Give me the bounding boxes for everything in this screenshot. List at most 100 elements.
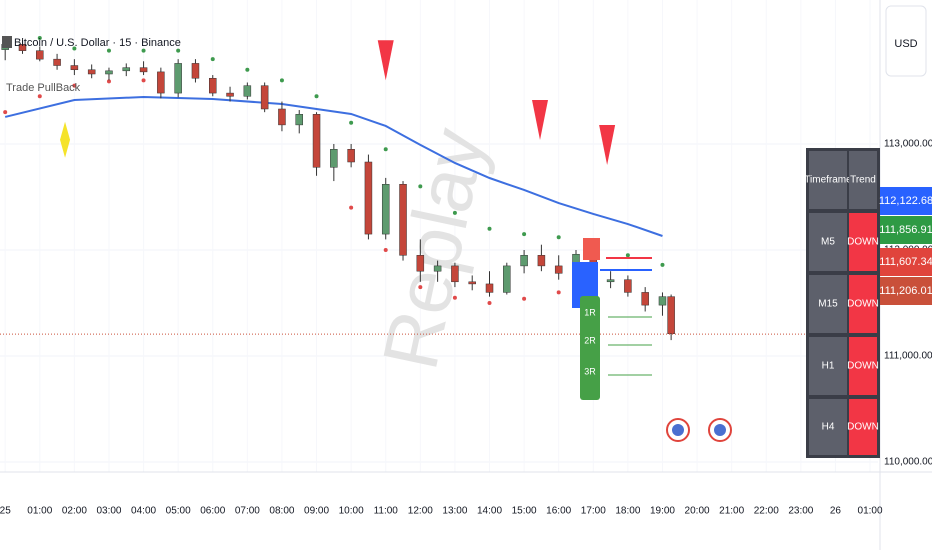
candle-body bbox=[87, 69, 96, 75]
candle-body bbox=[381, 184, 390, 235]
table-cell-text: DOWN bbox=[847, 361, 879, 372]
candle-body bbox=[122, 67, 131, 72]
candle-body bbox=[347, 149, 355, 163]
event-icon[interactable] bbox=[708, 418, 732, 442]
x-tick-label: 18:00 bbox=[615, 506, 640, 517]
table-header: Timeframe bbox=[804, 175, 852, 186]
candle-body bbox=[278, 108, 286, 126]
table-cell bbox=[849, 213, 877, 271]
psar-dot bbox=[522, 296, 527, 301]
price-tag-label: 111,607.34 bbox=[879, 256, 932, 268]
x-tick-label: 11:00 bbox=[374, 506, 399, 517]
psar-dot bbox=[660, 262, 665, 267]
x-tick-label: 22:00 bbox=[754, 506, 779, 517]
psar-dot bbox=[3, 110, 8, 115]
price-tag bbox=[880, 277, 932, 305]
x-tick-label: 01:00 bbox=[27, 506, 52, 517]
x-tick-label: 06:00 bbox=[200, 506, 225, 517]
currency: USD bbox=[894, 38, 917, 50]
table-cell-text: H4 bbox=[822, 422, 835, 433]
event-icon[interactable] bbox=[666, 418, 690, 442]
sell-signal bbox=[377, 40, 394, 81]
psar-dot bbox=[210, 57, 215, 62]
x-tick-label: 01:00 bbox=[858, 506, 883, 517]
table-header-cell bbox=[809, 151, 847, 209]
x-tick-label: 10:00 bbox=[339, 506, 364, 517]
y-tick-label: 113,000.00 bbox=[884, 139, 932, 150]
x-tick-label: 21:00 bbox=[719, 506, 744, 517]
psar-dot bbox=[349, 205, 354, 210]
psar-dot bbox=[487, 226, 492, 231]
table-cell-text: DOWN bbox=[847, 422, 879, 433]
psar-dot bbox=[556, 290, 561, 295]
table-cell-text: M15 bbox=[818, 299, 838, 310]
x-tick-label: 16:00 bbox=[546, 506, 571, 517]
y-tick-label: 111,000.00 bbox=[884, 351, 932, 362]
currency-box[interactable] bbox=[885, 5, 927, 77]
table-cell bbox=[809, 399, 847, 455]
candle-body bbox=[18, 44, 27, 51]
candle-body bbox=[433, 265, 442, 272]
price-tag bbox=[880, 248, 932, 276]
psar-dot bbox=[383, 247, 388, 252]
candle-body bbox=[53, 58, 61, 66]
x-tick-label: 12:00 bbox=[408, 506, 433, 517]
psar-dot bbox=[176, 48, 181, 53]
sell-signal bbox=[599, 125, 616, 166]
psar-dot bbox=[556, 235, 561, 240]
price-tag-label: 112,122.68 bbox=[879, 195, 932, 207]
rr-label: 2R bbox=[584, 335, 596, 345]
candle-body bbox=[260, 85, 269, 110]
psar-dot bbox=[452, 210, 457, 215]
table-cell-text: M5 bbox=[821, 237, 835, 248]
rr-label: 3R bbox=[584, 366, 596, 376]
candle-body bbox=[139, 67, 148, 73]
x-tick-label: 07:00 bbox=[235, 506, 260, 517]
x-tick-label: 13:00 bbox=[442, 506, 467, 517]
psar-dot bbox=[106, 48, 111, 53]
psar-dot bbox=[72, 83, 77, 88]
candle-body bbox=[537, 255, 546, 267]
candle-body bbox=[226, 92, 234, 97]
table-cell bbox=[849, 399, 877, 455]
x-tick-label: 02:00 bbox=[62, 506, 87, 517]
x-tick-label: 04:00 bbox=[131, 506, 156, 517]
x-tick-label: 25 bbox=[0, 506, 11, 517]
price-tag bbox=[880, 187, 932, 215]
table-cell-text: DOWN bbox=[847, 299, 879, 310]
candle-body bbox=[330, 149, 338, 168]
candle-body bbox=[399, 184, 407, 256]
chart-title: Bitcoin / U.S. Dollar · 15 · Binance bbox=[14, 37, 181, 49]
candle-body bbox=[36, 50, 44, 60]
candle-body bbox=[416, 255, 425, 272]
x-tick-label: 15:00 bbox=[512, 506, 537, 517]
candle-body bbox=[295, 114, 303, 126]
stop-label bbox=[583, 238, 600, 260]
candle-body bbox=[667, 296, 675, 335]
candle-body bbox=[468, 281, 476, 285]
buy-signal bbox=[60, 121, 71, 158]
candle-body bbox=[209, 77, 217, 94]
symbol-icon bbox=[2, 36, 12, 48]
sell-signal bbox=[532, 100, 549, 141]
candle-body bbox=[641, 292, 649, 306]
candle-body bbox=[624, 279, 632, 293]
price-tag-label: 111,856.91 bbox=[879, 224, 932, 236]
psar-dot bbox=[522, 232, 527, 237]
table-cell bbox=[849, 275, 877, 333]
candle-body bbox=[658, 296, 667, 306]
x-tick-label: 08:00 bbox=[269, 506, 294, 517]
candle-body bbox=[485, 283, 494, 293]
psar-dot bbox=[72, 46, 77, 51]
candle-body bbox=[191, 63, 200, 79]
x-tick-label: 19:00 bbox=[650, 506, 675, 517]
candle-body bbox=[312, 114, 321, 168]
candle-body bbox=[157, 71, 165, 94]
psar-dot bbox=[418, 184, 423, 189]
table-cell-text: H1 bbox=[822, 361, 835, 372]
psar-dot bbox=[37, 94, 42, 99]
x-tick-label: 17:00 bbox=[581, 506, 606, 517]
psar-dot bbox=[625, 253, 630, 258]
indicator-name: Trade PullBack bbox=[6, 82, 81, 94]
